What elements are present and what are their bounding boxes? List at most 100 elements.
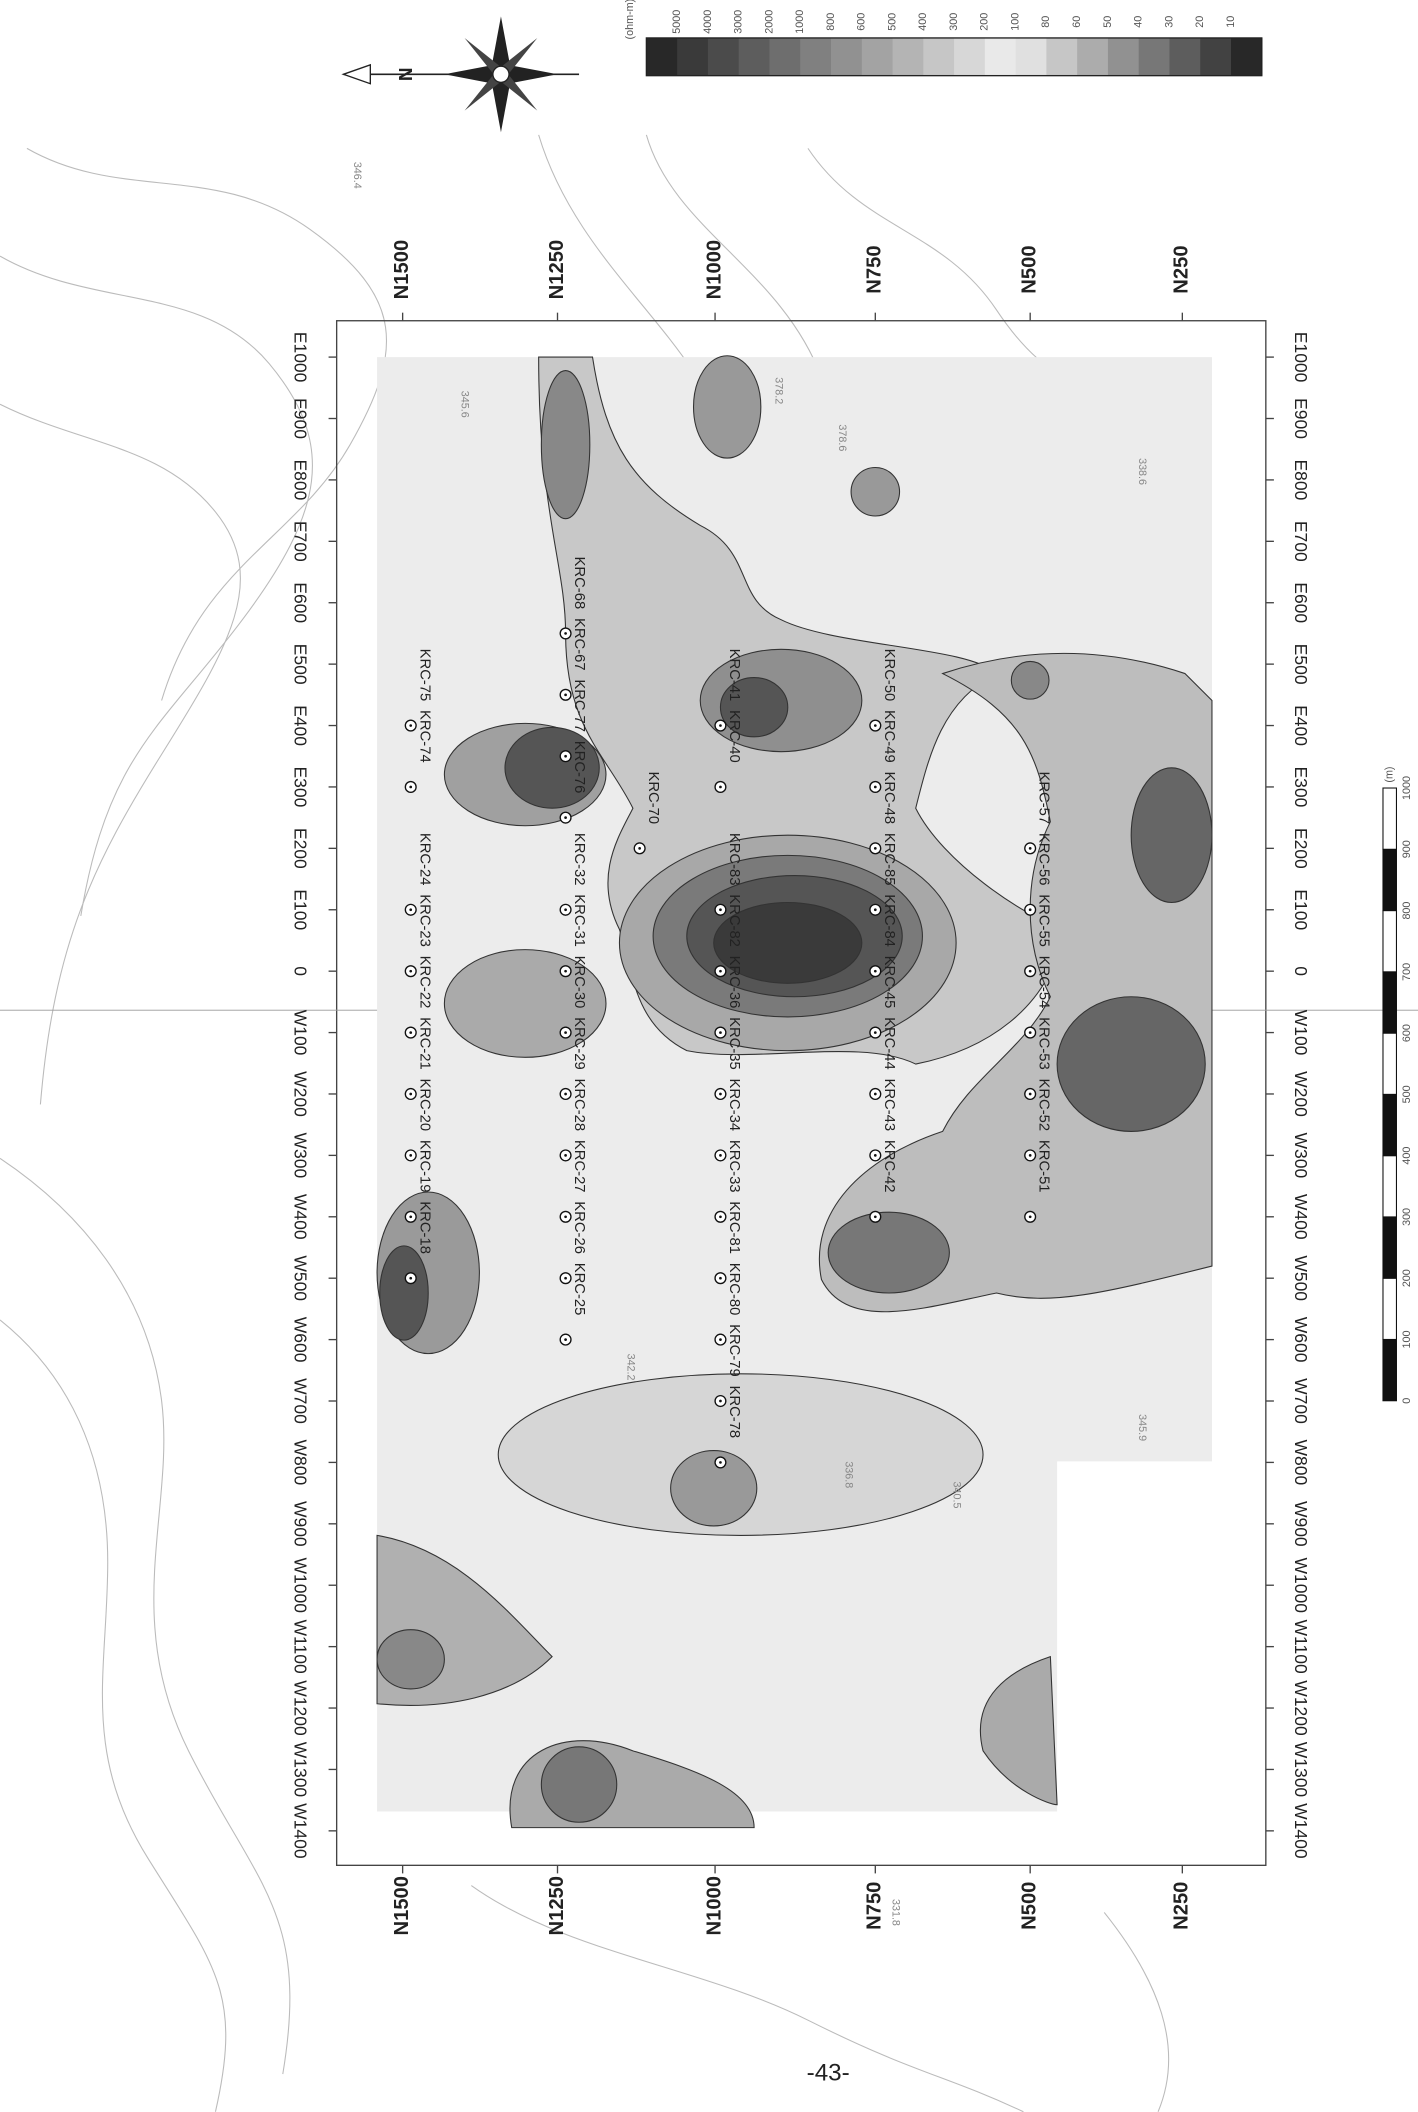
contour-label: 336.8 bbox=[843, 1461, 855, 1488]
scale-label: 800 bbox=[1401, 902, 1413, 920]
legend-swatch bbox=[1108, 38, 1139, 76]
east-label-right: W1000 bbox=[1291, 1557, 1311, 1613]
borehole-label: KRC-53 bbox=[1036, 1017, 1052, 1070]
east-label-left: W1200 bbox=[290, 1680, 310, 1736]
east-label-right: W200 bbox=[1291, 1071, 1311, 1117]
borehole-dot bbox=[874, 724, 877, 727]
borehole-label: KRC-27 bbox=[571, 1140, 587, 1193]
scale-segment bbox=[1383, 1339, 1396, 1400]
borehole-dot bbox=[1029, 908, 1032, 911]
scale-segment bbox=[1383, 1217, 1396, 1278]
scale-label: 300 bbox=[1401, 1208, 1413, 1226]
borehole-label: KRC-81 bbox=[726, 1201, 742, 1254]
scale-label: 200 bbox=[1401, 1269, 1413, 1287]
borehole-dot bbox=[874, 786, 877, 789]
borehole-label: KRC-84 bbox=[881, 894, 897, 947]
east-label-left: E100 bbox=[290, 889, 310, 930]
legend-label: 300 bbox=[948, 13, 960, 31]
contour-label: 340.5 bbox=[950, 1482, 962, 1509]
borehole-dot bbox=[409, 1154, 412, 1157]
contour-label: 378.6 bbox=[836, 424, 848, 451]
borehole-label: KRC-56 bbox=[1036, 833, 1052, 886]
borehole-label: KRC-40 bbox=[726, 710, 742, 763]
east-label-right: W900 bbox=[1291, 1501, 1311, 1547]
legend-label: 2000 bbox=[763, 10, 775, 34]
legend-label: 4000 bbox=[702, 10, 714, 34]
scale-label: 100 bbox=[1401, 1330, 1413, 1348]
north-label-top: N500 bbox=[1018, 245, 1040, 293]
borehole-label: KRC-22 bbox=[416, 956, 432, 1009]
borehole-label: KRC-41 bbox=[726, 649, 742, 702]
scale-label: 500 bbox=[1401, 1085, 1413, 1103]
borehole-dot bbox=[564, 1277, 567, 1280]
borehole-dot bbox=[719, 1338, 722, 1341]
contour-label: 345.9 bbox=[1136, 1414, 1148, 1441]
legend-label: 3000 bbox=[733, 10, 745, 34]
borehole-label: KRC-31 bbox=[571, 894, 587, 947]
borehole-dot bbox=[409, 724, 412, 727]
scale-segment bbox=[1383, 849, 1396, 910]
contour-label: 345.6 bbox=[459, 391, 471, 418]
contour-label: 342.2 bbox=[624, 1354, 636, 1381]
borehole-dot bbox=[638, 847, 641, 850]
borehole-dot bbox=[1029, 847, 1032, 850]
borehole-label: KRC-67 bbox=[571, 618, 587, 671]
borehole-dot bbox=[564, 1031, 567, 1034]
east-label-right: E300 bbox=[1291, 767, 1311, 808]
east-label-right: W500 bbox=[1291, 1255, 1311, 1301]
legend-swatch bbox=[769, 38, 800, 76]
north-label-top: N1500 bbox=[391, 240, 413, 300]
east-label-right: E200 bbox=[1291, 828, 1311, 869]
borehole-dot bbox=[1029, 1154, 1032, 1157]
east-label-right: W300 bbox=[1291, 1133, 1311, 1179]
borehole-dot bbox=[564, 1215, 567, 1218]
legend-label: 5000 bbox=[671, 10, 683, 34]
east-label-left: W200 bbox=[290, 1071, 310, 1117]
north-label-top: N1000 bbox=[703, 240, 725, 299]
borehole-dot bbox=[564, 908, 567, 911]
borehole-dot bbox=[874, 1031, 877, 1034]
borehole-dot bbox=[409, 1277, 412, 1280]
scale-label: 700 bbox=[1401, 963, 1413, 981]
north-label-bottom: N1500 bbox=[391, 1876, 413, 1936]
borehole-dot bbox=[564, 693, 567, 696]
resistivity-map bbox=[377, 356, 1212, 1828]
legend-swatch bbox=[862, 38, 893, 76]
borehole-label: KRC-44 bbox=[881, 1017, 897, 1070]
borehole-dot bbox=[409, 908, 412, 911]
borehole-label: KRC-50 bbox=[881, 649, 897, 702]
borehole-label: KRC-75 bbox=[416, 649, 432, 702]
borehole-dot bbox=[719, 970, 722, 973]
contour-label: 378.2 bbox=[773, 377, 785, 404]
scale-segment bbox=[1383, 1033, 1396, 1094]
borehole-label: KRC-21 bbox=[416, 1017, 432, 1070]
legend-swatch bbox=[677, 38, 708, 76]
legend-swatch bbox=[646, 38, 677, 76]
legend-label: 30 bbox=[1163, 16, 1175, 28]
legend-swatch bbox=[800, 38, 831, 76]
borehole-label: KRC-33 bbox=[726, 1140, 742, 1193]
borehole-label: KRC-74 bbox=[416, 710, 432, 763]
borehole-dot bbox=[564, 1093, 567, 1096]
legend-swatch bbox=[1139, 38, 1170, 76]
north-label-top: N750 bbox=[864, 245, 886, 293]
scale-segment bbox=[1383, 1156, 1396, 1217]
borehole-dot bbox=[874, 847, 877, 850]
legend-swatch bbox=[1200, 38, 1231, 76]
borehole-label: KRC-34 bbox=[726, 1079, 742, 1132]
borehole-label: KRC-83 bbox=[726, 833, 742, 886]
borehole-dot bbox=[564, 755, 567, 758]
scale-unit: (m) bbox=[1384, 766, 1396, 782]
borehole-label: KRC-18 bbox=[416, 1201, 432, 1254]
scale-segment bbox=[1383, 788, 1396, 849]
east-label-left: E1000 bbox=[290, 332, 310, 383]
east-label-right: W1100 bbox=[1291, 1620, 1311, 1674]
borehole-dot bbox=[874, 908, 877, 911]
borehole-label: KRC-54 bbox=[1036, 956, 1052, 1009]
north-label-bottom: N750 bbox=[864, 1882, 886, 1930]
borehole-label: KRC-35 bbox=[726, 1017, 742, 1070]
east-label-left: E200 bbox=[290, 828, 310, 869]
page-number: -43- bbox=[807, 2059, 850, 2086]
east-label-right: E100 bbox=[1291, 889, 1311, 930]
borehole-dot bbox=[564, 816, 567, 819]
